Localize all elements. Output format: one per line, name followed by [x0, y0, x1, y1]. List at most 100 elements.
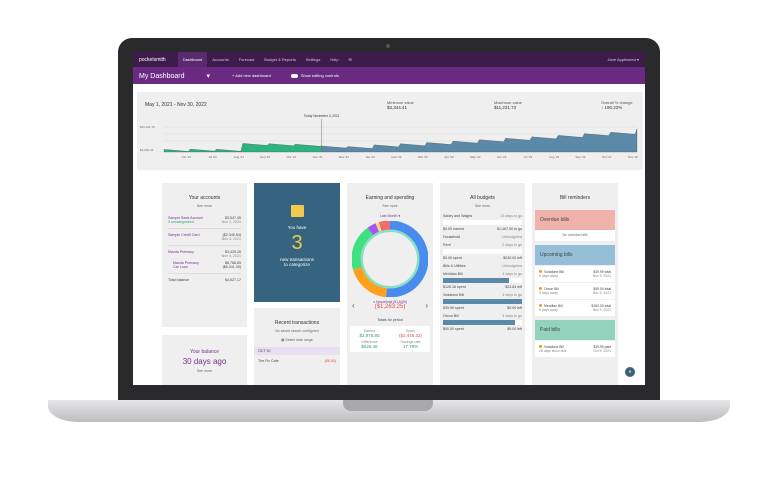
- bill-item[interactable]: Vodafone Bill 5 days away $39.99 total Nov …: [535, 265, 615, 282]
- account-name[interactable]: Sample Bank Account: [168, 216, 204, 220]
- x-tick-label: Sep '21: [260, 155, 270, 159]
- laptop-base: [48, 400, 730, 422]
- budget-status: 4 days to go: [502, 272, 522, 276]
- dashboard-selector[interactable]: My Dashboard ▾: [139, 72, 210, 80]
- transaction-row[interactable]: The Fix Cafe ($6.50): [254, 355, 340, 367]
- bill-item[interactable]: Orcon Bill 5 days away $99.00 total Nov 9, …: [535, 282, 615, 299]
- budget-progress-bar: [443, 278, 522, 283]
- past-balance-area: [163, 143, 322, 153]
- x-tick-label: Oct '21: [287, 155, 297, 159]
- inbox-icon[interactable]: ✉: [348, 57, 352, 62]
- bill-date: Nov 9, 2021: [592, 291, 611, 295]
- budgets-title: All budgets: [470, 195, 495, 201]
- budget-spent: $39.99 spent: [443, 306, 464, 310]
- categorize-line3: to categorize: [284, 262, 310, 267]
- nav-settings[interactable]: Settings: [305, 57, 321, 62]
- next-category-icon[interactable]: ›: [425, 301, 428, 310]
- budget-item[interactable]: Meridian Bill 4 days to go $126.16 spent $2…: [440, 272, 525, 289]
- budget-item[interactable]: Household Unbudgeted: [440, 235, 525, 239]
- subaccount-name[interactable]: Mazda Premacy: [173, 261, 199, 265]
- budget-name: Meridian Bill: [443, 272, 463, 276]
- account-date: Nov 4, 2021: [221, 254, 241, 258]
- account-row[interactable]: Sample Bank Account $3,547.45 3 uncategor…: [162, 216, 247, 224]
- account-amount: $3,547.45: [225, 216, 241, 220]
- nav-dashboard[interactable]: Dashboard: [177, 52, 208, 67]
- totals-heading: Totals for period: [377, 318, 403, 322]
- x-tick-label: Feb '22: [392, 155, 402, 159]
- uncategorized-link[interactable]: 3 uncategorized: [168, 220, 194, 224]
- budget-item[interactable]: Rent 2 days to go $0.00 spent $240.00 left: [440, 243, 525, 260]
- help-chat-button[interactable]: ●: [625, 367, 635, 377]
- spent-label: Spent: [405, 329, 416, 333]
- editing-toggle[interactable]: Show editing controls: [290, 73, 359, 78]
- totals-grid: Earned $2,975.80 Spent ($2,446.32) Differe…: [350, 326, 430, 352]
- bill-date: Oct 9, 2021: [593, 349, 611, 353]
- your-balance-card: Your balance 30 days ago See more: [162, 335, 247, 385]
- account-name[interactable]: Sample Credit Card: [168, 233, 200, 237]
- budgets-see-more[interactable]: See more: [474, 204, 491, 208]
- select-date-range[interactable]: ▦ Select date range: [281, 338, 313, 342]
- overdue-heading: Overdue bills: [535, 210, 615, 230]
- add-dashboard-button[interactable]: + Add new dashboard: [232, 73, 271, 78]
- account-row[interactable]: Mazda Premacy $3,425.26 Nov 4, 2021 Mazda…: [162, 250, 247, 269]
- no-overdue-text: No overdue bills: [562, 233, 588, 237]
- bill-name: Meridian Bill: [544, 304, 563, 308]
- overall-change: Overall % change ↑ 190.22%: [601, 100, 633, 110]
- x-tick-label: Jan '22: [365, 155, 375, 159]
- accounts-title: Your accounts: [188, 195, 221, 201]
- earning-see-more[interactable]: See more: [382, 204, 398, 208]
- nav-forecast[interactable]: Forecast: [238, 57, 255, 62]
- recent-note: No saved search configured: [275, 329, 319, 333]
- bill-date: Nov 9, 2021: [592, 308, 611, 312]
- bill-item[interactable]: Meridian Bill 5 days away $150.00 total Nov…: [535, 299, 615, 316]
- change-amount: ↑ 190.22%: [601, 105, 623, 110]
- nav-help[interactable]: Help: [330, 57, 339, 62]
- earning-spending-card: Earning and spending See more Last Month…: [347, 183, 433, 385]
- budget-name: Vodafone Bill: [443, 293, 464, 297]
- editing-toggle-label: Show editing controls: [300, 73, 339, 78]
- account-name[interactable]: Mazda Premacy: [168, 250, 194, 254]
- user-menu[interactable]: Jane Appleseed ▾: [607, 57, 639, 62]
- forecast-balance-area: [321, 128, 638, 153]
- budget-item[interactable]: Bills & Utilities Unbudgeted: [440, 264, 525, 268]
- budget-spent: $126.16 spent: [443, 285, 466, 289]
- period-dropdown[interactable]: Last Month ▾: [379, 214, 401, 218]
- subaccount-amount: $8,766.65: [225, 261, 241, 265]
- subaccount-name[interactable]: Car Loan: [173, 265, 188, 269]
- account-row[interactable]: Sample Credit Card ($2,345.54) Nov 4, 202…: [162, 233, 247, 241]
- budget-name: Orcon Bill: [443, 314, 459, 318]
- bill-item[interactable]: Vodafone Bill 26 days since due $39.99 pai…: [535, 340, 615, 357]
- budget-remaining: $240.00 left: [503, 256, 522, 260]
- bill-name: Vodafone Bill: [544, 345, 564, 349]
- nav-budget-reports[interactable]: Budget & Reports: [264, 57, 296, 62]
- budget-item[interactable]: Salary and Wages 13 days to go $0.00 earne…: [440, 214, 525, 231]
- y-tick-label: $3,344.41: [140, 148, 154, 152]
- paid-heading: Paid bills: [535, 320, 615, 340]
- budget-progress-bar: [443, 249, 522, 254]
- segment[interactable]: [351, 220, 429, 298]
- bill-when: 5 days away: [539, 274, 558, 278]
- app-logo: pocketsmith: [139, 56, 166, 63]
- nav-accounts[interactable]: Accounts: [212, 57, 229, 62]
- budget-spent: $0.00 earned: [443, 227, 465, 231]
- tx-amount: ($6.50): [324, 359, 336, 363]
- prev-category-icon[interactable]: ‹: [352, 301, 355, 310]
- date-range[interactable]: May 1, 2021 - Nov 30, 2022: [145, 102, 207, 108]
- segment[interactable]: [351, 220, 429, 298]
- camera: [386, 44, 390, 48]
- categorize-card[interactable]: You have 3 new transactions to categoriz…: [254, 183, 340, 302]
- budget-progress-bar: [443, 320, 522, 325]
- account-date: Nov 4, 2021: [221, 220, 241, 224]
- budget-item[interactable]: Orcon Bill 4 days to go $90.00 spent $9.00 …: [440, 314, 525, 331]
- spent-value: ($2,446.32): [398, 333, 423, 338]
- donut-chart[interactable]: [351, 220, 429, 298]
- budget-item[interactable]: Vodafone Bill 4 days to go $39.99 spent $0.…: [440, 293, 525, 310]
- balance-chart[interactable]: Today November 4, 2021 $11,231.73 $3,344.4…: [137, 92, 643, 170]
- accounts-see-more[interactable]: See more: [196, 204, 213, 208]
- x-tick-label: Jun '21: [181, 155, 191, 159]
- balance-see-more[interactable]: See more: [196, 369, 213, 373]
- budgets-card: All budgets See more Salary and Wages 13 …: [440, 183, 525, 385]
- budget-remaining: $1,467.90 to go: [497, 227, 522, 231]
- x-tick-label: Nov '22: [628, 155, 638, 159]
- budget-status: Unbudgeted: [502, 235, 522, 239]
